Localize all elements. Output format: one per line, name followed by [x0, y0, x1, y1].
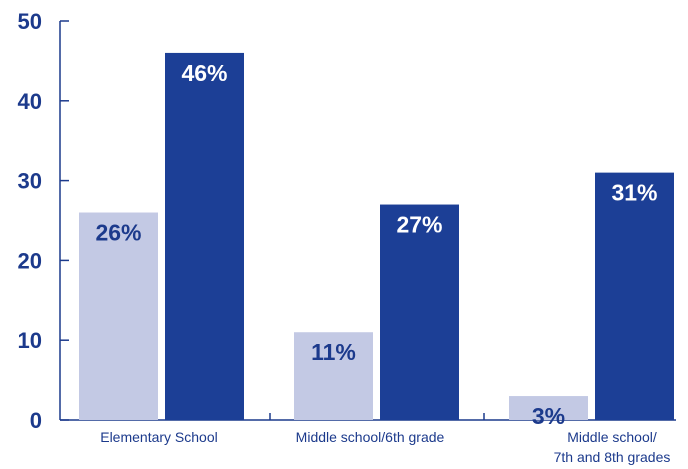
- chart-data-labels: 26% 11% 3% 46% 27% 31% Elementary School Middle…: [95, 60, 670, 465]
- category-label-line: Elementary School: [100, 429, 218, 445]
- bar: [294, 332, 373, 420]
- data-label: 27%: [396, 212, 442, 238]
- bar: [165, 52, 244, 421]
- y-tick-label: 50: [18, 9, 42, 34]
- chart-axes: 0 10 20 30 40 50: [18, 9, 676, 433]
- category-label: Elementary School: [100, 429, 218, 445]
- y-tick-label: 20: [18, 248, 42, 273]
- y-tick-label: 40: [18, 89, 42, 114]
- bar: [509, 396, 588, 420]
- bar: [595, 172, 674, 420]
- category-label: Middle school/6th grade: [296, 429, 445, 445]
- category-label: Middle school/7th and 8th grades: [554, 429, 671, 465]
- data-label: 31%: [611, 180, 657, 206]
- bar: [380, 204, 459, 420]
- data-label: 46%: [181, 60, 227, 86]
- y-tick-label: 10: [18, 328, 42, 353]
- data-label: 3%: [532, 403, 565, 429]
- chart-bars: [79, 52, 674, 421]
- data-label: 11%: [311, 339, 356, 365]
- bar: [79, 212, 158, 420]
- category-label-line: 7th and 8th grades: [554, 449, 671, 465]
- category-label-line: Middle school/6th grade: [296, 429, 445, 445]
- data-label: 26%: [95, 220, 141, 246]
- category-label-line: Middle school/: [567, 429, 657, 445]
- y-tick-label: 0: [30, 408, 42, 433]
- y-tick-label: 30: [18, 169, 42, 194]
